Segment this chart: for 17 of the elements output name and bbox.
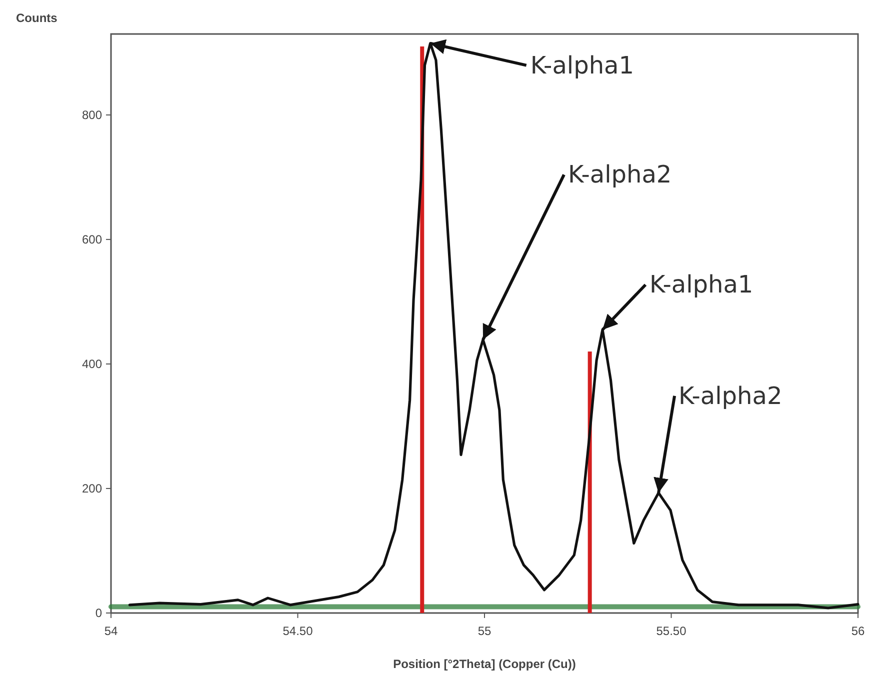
- annotation: K-alpha2: [678, 382, 782, 410]
- y-tick-label: 200: [82, 481, 102, 496]
- y-tick-label: 600: [82, 232, 102, 246]
- line-series: [128, 42, 860, 610]
- x-tick-label: 55: [478, 624, 492, 638]
- x-axis-title: Position [°2Theta] (Copper (Cu)): [393, 657, 576, 671]
- annotation: K-alpha1: [650, 270, 754, 299]
- x-tick-label: 54: [104, 624, 118, 638]
- y-axis-title: Counts: [16, 11, 58, 25]
- annotation: K-alpha2: [568, 160, 672, 189]
- x-tick-label: 55.50: [656, 624, 687, 638]
- y-tick-label: 800: [82, 108, 102, 122]
- y-tick-label: 400: [82, 356, 102, 371]
- y-tick-label: 0: [95, 606, 102, 620]
- x-tick-label: 54.50: [282, 624, 314, 638]
- annotation: K-alpha1: [530, 51, 634, 80]
- x-tick-label: 56: [851, 624, 865, 638]
